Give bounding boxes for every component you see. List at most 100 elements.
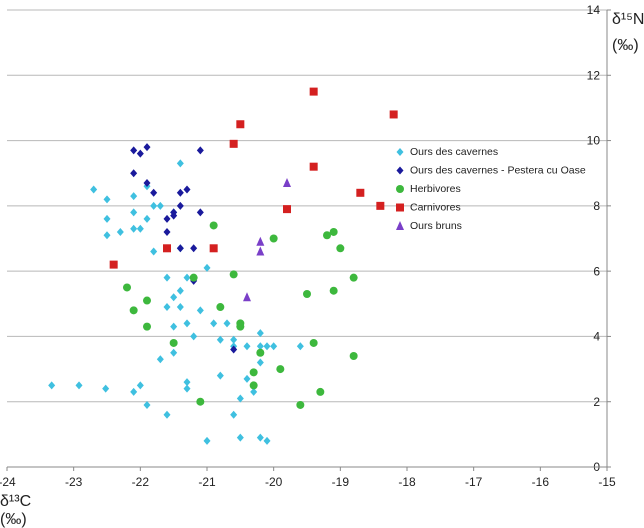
point (163, 244, 171, 253)
point (329, 286, 338, 295)
point (170, 211, 178, 220)
point (163, 227, 171, 236)
x-tick-label: -18 (398, 475, 416, 489)
point (176, 303, 184, 312)
point (136, 224, 144, 233)
point (156, 201, 164, 210)
point (176, 286, 184, 295)
point (196, 208, 204, 217)
x-tick-label: -23 (65, 475, 83, 489)
y-tick-label: 14 (587, 3, 601, 17)
point (230, 345, 238, 354)
point (209, 244, 218, 253)
point (183, 378, 191, 387)
point (136, 149, 144, 158)
point (156, 355, 164, 364)
point (103, 195, 111, 204)
point (130, 224, 138, 233)
x-tick-label: -17 (465, 475, 483, 489)
point (150, 247, 158, 256)
point (130, 387, 138, 396)
point (376, 201, 385, 210)
x-tick-label: -22 (132, 475, 150, 489)
y-tick-label: 6 (593, 264, 600, 278)
point (143, 400, 151, 409)
point (256, 358, 264, 367)
point (236, 120, 245, 129)
point (176, 159, 184, 168)
point (323, 231, 331, 240)
point (249, 381, 258, 390)
point (256, 246, 265, 256)
legend-marker (396, 221, 404, 230)
point (243, 374, 251, 383)
point (176, 244, 184, 253)
point (130, 208, 138, 217)
point (229, 139, 238, 148)
point (102, 384, 110, 393)
point (183, 185, 191, 194)
point (143, 143, 151, 152)
y-tick-label: 8 (593, 199, 600, 213)
point (223, 319, 231, 328)
x-axis-label: (‰) (0, 511, 27, 528)
legend-label: Ours des cavernes - Pestera cu Oase (410, 164, 586, 176)
point (243, 292, 251, 302)
x-tick-label: -20 (265, 475, 283, 489)
point (230, 335, 238, 344)
legend-marker (396, 185, 404, 193)
legend-label: Herbivores (410, 183, 461, 195)
point (230, 410, 238, 419)
point (270, 342, 278, 351)
point (309, 87, 318, 96)
point (256, 236, 265, 246)
point (256, 342, 264, 351)
point (296, 342, 304, 351)
point (329, 227, 338, 236)
y-tick-label: 4 (593, 330, 600, 344)
point (183, 273, 191, 282)
y-tick-label: 10 (587, 134, 601, 148)
point (203, 436, 211, 445)
x-tick-label: -21 (198, 475, 216, 489)
point (163, 214, 171, 223)
legend-label: Carnivores (410, 201, 461, 213)
point (150, 201, 158, 210)
point (303, 289, 311, 298)
point (190, 244, 198, 253)
point (269, 234, 278, 243)
legend-marker (396, 166, 404, 175)
point (236, 322, 245, 331)
point (129, 306, 138, 315)
point (196, 306, 204, 315)
point (143, 296, 151, 305)
y-axis-label: δ¹⁵N (612, 11, 644, 28)
point (243, 342, 251, 351)
point (263, 436, 271, 445)
x-axis-label: δ¹³C (0, 493, 31, 510)
point (75, 381, 83, 390)
point (236, 394, 244, 403)
point (263, 342, 271, 351)
point (283, 178, 291, 188)
point (169, 338, 178, 347)
point (336, 244, 345, 253)
point (189, 273, 198, 282)
point (209, 221, 218, 230)
point (130, 146, 138, 155)
y-axis-label: (‰) (612, 37, 639, 54)
point (256, 348, 265, 357)
x-tick-label: -19 (332, 475, 350, 489)
point (276, 365, 285, 374)
point (309, 162, 318, 171)
point (203, 263, 211, 272)
point (283, 205, 291, 214)
point (210, 319, 218, 328)
point (236, 433, 244, 442)
legend-label: Ours des cavernes (410, 146, 498, 158)
y-tick-label: 2 (593, 395, 600, 409)
x-tick-label: -15 (598, 475, 616, 489)
point (309, 338, 318, 347)
point (349, 352, 358, 361)
point (103, 214, 111, 223)
